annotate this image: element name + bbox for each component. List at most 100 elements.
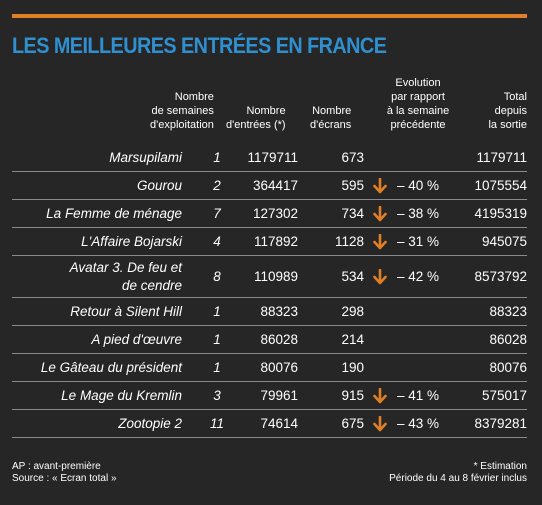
weeks-value: 1 [213,150,221,165]
evolution-value: – 31 % [396,234,439,249]
evolution-value: – 43 % [396,416,439,431]
film-title-cell: Retour à Silent Hill [12,298,182,325]
table-row: Le Mage du Kremlin 3 79961 915 – 41 % 575017 [12,382,527,410]
film-title: A pied d'œuvre [91,331,182,347]
table-row: Gourou 2 364417 595 – 40 % 1075554 [12,172,527,200]
screens-value-cell: 298 [307,298,364,325]
table-row: A pied d'œuvre 1 86028 214 86028 [12,326,527,354]
evolution-value-cell: – 38 % [367,200,439,227]
entries-value-cell: 117892 [232,228,298,255]
footer-info: * Estimation Période du 4 au 8 février i… [389,461,527,485]
evolution-value-cell: – 40 % [367,172,439,199]
entries-value-cell: 110989 [232,256,298,297]
film-title: Le Mage du Kremlin [61,387,182,403]
row-divider [12,171,527,172]
total-value: 88323 [489,304,527,319]
down-arrow-icon [373,177,387,194]
film-title: Zootopie 2 [118,415,182,431]
weeks-value: 8 [213,269,221,284]
total-value-cell: 1179711 [442,144,527,171]
screens-value-cell: 595 [307,172,364,199]
film-title: La Femme de ménage [46,205,182,221]
row-divider [12,381,527,382]
table-row: L'Affaire Bojarski 4 117892 1128 – 31 % 94507… [12,228,527,256]
entries-value: 88323 [260,304,298,319]
row-divider [12,199,527,200]
footer-estimation: * Estimation [473,461,527,472]
table-row: Le Gâteau du président 1 80076 190 80076 [12,354,527,382]
total-value: 8379281 [474,416,527,431]
weeks-value-cell: 7 [202,200,232,227]
screens-value: 673 [341,150,364,165]
header-weeks: Nombre de semaines d'exploitation [150,68,224,132]
total-value-cell: 8573792 [442,256,527,297]
footer-period: Période du 4 au 8 février inclus [389,473,527,484]
film-title: Avatar 3. De feu et de cendre [69,259,182,293]
down-arrow-icon [373,268,387,285]
total-value: 80076 [489,360,527,375]
total-value-cell: 4195319 [442,200,527,227]
weeks-value: 3 [213,388,221,403]
header-total: Total depuis la sortie [460,68,527,132]
row-divider [12,409,527,410]
weeks-value-cell: 3 [202,382,232,409]
total-value: 4195319 [474,206,527,221]
row-divider [12,227,527,228]
entries-value-cell: 127302 [232,200,298,227]
evolution-value: – 42 % [396,269,439,284]
weeks-value-cell: 1 [202,326,232,353]
film-title: Le Gâteau du président [40,359,182,375]
screens-value-cell: 1128 [307,228,364,255]
down-arrow-icon [373,415,387,432]
evolution-value-cell: – 42 % [367,256,439,297]
total-value: 1075554 [474,178,527,193]
screens-value-cell: 673 [307,144,364,171]
weeks-value: 11 [209,416,224,431]
entries-value: 364417 [252,178,298,193]
film-title-cell: Marsupilami [12,144,182,171]
film-title-cell: Avatar 3. De feu et de cendre [12,256,182,297]
entries-value: 110989 [253,269,298,284]
weeks-value-cell: 1 [202,354,232,381]
screens-value-cell: 734 [307,200,364,227]
screens-value-cell: 214 [307,326,364,353]
evolution-value: – 38 % [396,206,439,221]
total-value-cell: 575017 [442,382,527,409]
entries-value-cell: 80076 [232,354,298,381]
screens-value-cell: 534 [307,256,364,297]
screens-value-cell: 675 [307,410,364,437]
weeks-value-cell: 11 [202,410,232,437]
screens-value: 595 [341,178,364,193]
weeks-value-cell: 1 [202,144,232,171]
entries-value-cell: 79961 [232,382,298,409]
entries-value: 1179711 [247,150,298,165]
entries-value-cell: 88323 [232,298,298,325]
entries-value: 127302 [252,206,298,221]
footer-ap: AP : avant-première [12,461,101,472]
total-value-cell: 1075554 [442,172,527,199]
evolution-value-cell: – 43 % [367,410,439,437]
entries-value: 80076 [260,360,298,375]
film-title-cell: La Femme de ménage [12,200,182,227]
down-arrow-icon [373,205,387,222]
down-arrow-icon [373,233,387,250]
row-divider [12,437,527,438]
header-screens: Nombre d'écrans [310,68,364,132]
table-row: La Femme de ménage 7 127302 734 – 38 % 419531… [12,200,527,228]
film-title-cell: A pied d'œuvre [12,326,182,353]
film-title: L'Affaire Bojarski [81,233,182,249]
entries-value: 86028 [260,332,298,347]
table-row: Avatar 3. De feu et de cendre 8 110989 534 –… [12,256,527,298]
film-title-cell: Le Gâteau du président [12,354,182,381]
film-title: Marsupilami [109,149,182,165]
entries-value: 79961 [260,388,298,403]
total-value-cell: 86028 [442,326,527,353]
header-entries-label: Nombre d'entrées (*) [226,105,286,131]
evolution-value-cell: – 31 % [367,228,439,255]
top-accent-bar [12,14,527,18]
weeks-value: 1 [213,304,221,319]
entries-value-cell: 74614 [232,410,298,437]
entries-value: 74614 [260,416,298,431]
screens-value: 675 [341,416,364,431]
evolution-value: – 41 % [396,388,439,403]
